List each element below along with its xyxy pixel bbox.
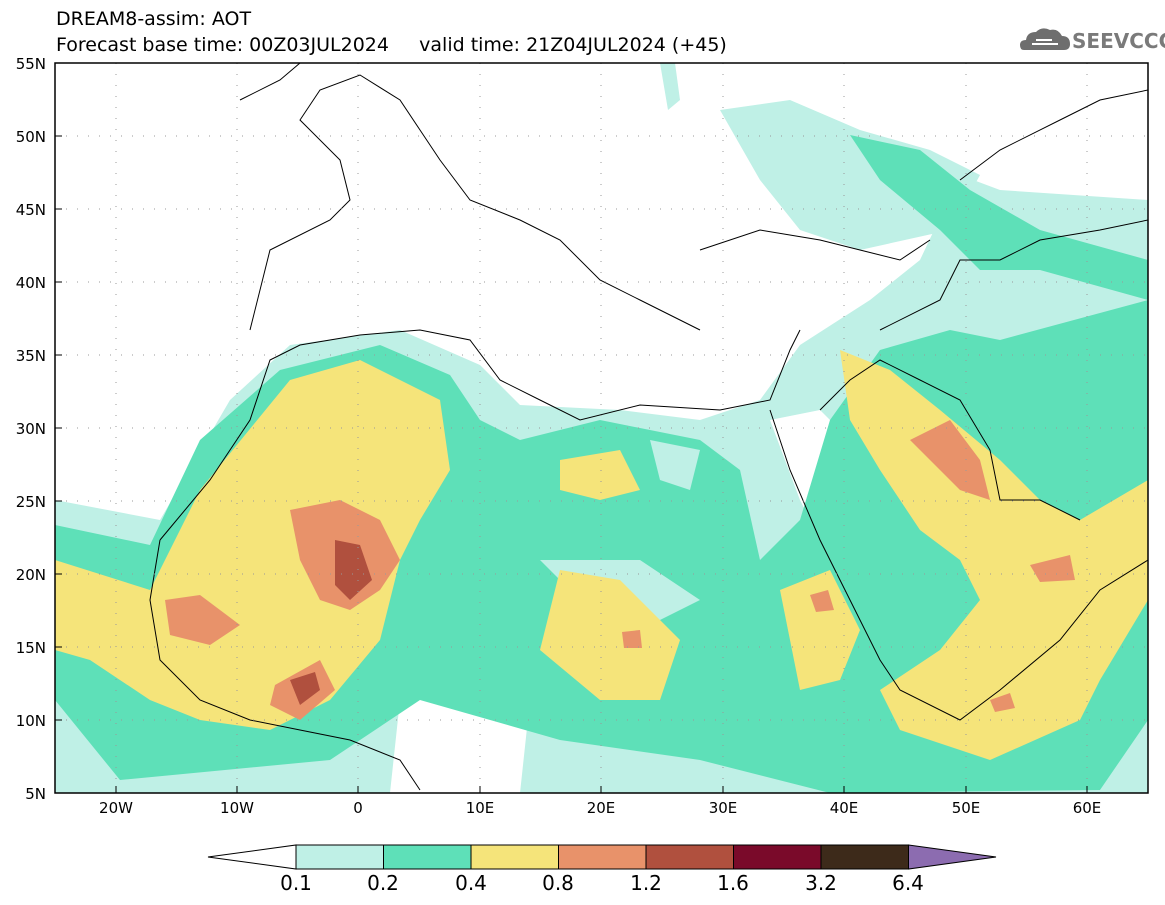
colorbar-label: 3.2 (805, 871, 837, 895)
lon-tick-label: 60E (1072, 799, 1102, 817)
lat-tick-label: 30N (15, 420, 46, 438)
aot-band-1-2-mali (335, 540, 372, 600)
lat-tick-label: 20N (15, 566, 46, 584)
lat-tick-label: 5N (25, 785, 46, 803)
aot-band-0-4-libya (560, 450, 640, 500)
colorbar-cell (558, 844, 647, 870)
aot-band-1-2-burkina (290, 672, 320, 705)
aot-band-0-8-chad (622, 630, 642, 648)
colorbar-label: 0.1 (280, 871, 312, 895)
lat-tick-label: 35N (15, 347, 46, 365)
aot-band-0-1-caucasus (660, 63, 680, 110)
lon-tick-label: 40E (829, 799, 859, 817)
aot-field (55, 63, 1148, 793)
lat-tick-label: 10N (15, 712, 46, 730)
lat-tick-label: 25N (15, 493, 46, 511)
colorbar-cell (295, 844, 384, 870)
coastlines (149, 63, 1148, 791)
lon-tick-label: 0 (353, 799, 363, 817)
aot-band-0-8-sudan (810, 590, 834, 612)
lon-tick-label: 20W (99, 799, 133, 817)
map-title: DREAM8-assim: AOT (56, 8, 252, 30)
lon-tick-label: 10E (465, 799, 495, 817)
colorbar-label: 1.2 (630, 871, 662, 895)
lon-tick-label: 10W (220, 799, 254, 817)
aot-band-0-8-oman (1030, 555, 1075, 582)
logo-text: SEEVCCC (1072, 29, 1165, 53)
lon-tick-label: 30E (708, 799, 738, 817)
colorbar-label: 0.2 (367, 871, 399, 895)
tick-marks (55, 62, 1088, 793)
aot-band-0-4-arabia (840, 350, 1148, 760)
colorbar-low-arrow (207, 844, 297, 870)
aot-band-0-4-sahel (540, 570, 680, 700)
lon-tick-label: 20E (586, 799, 616, 817)
colorbar-cell (383, 844, 472, 870)
aot-band-0-8-mauritania (165, 595, 240, 645)
colorbar-cell (820, 844, 909, 870)
lat-tick-label: 50N (15, 128, 46, 146)
colorbar-cell (470, 844, 559, 870)
forecast-times: Forecast base time: 00Z03JUL2024 valid t… (56, 34, 727, 56)
cloud-logo-icon (1020, 28, 1070, 50)
graticule (55, 63, 1148, 793)
colorbar-label: 0.8 (542, 871, 574, 895)
lat-tick-label: 15N (15, 639, 46, 657)
colorbar-label: 0.4 (455, 871, 487, 895)
colorbar-cell (733, 844, 822, 870)
lon-tick-label: 50E (951, 799, 981, 817)
aot-hole-2 (650, 440, 700, 490)
colorbar-label: 1.6 (717, 871, 749, 895)
colorbar (207, 844, 997, 870)
colorbar-label: 6.4 (892, 871, 924, 895)
aot-band-0-4 (55, 360, 450, 730)
aot-band-0-8-iraq (910, 420, 990, 500)
aot-band-0-8-yemen (990, 693, 1015, 712)
colorbar-cell (645, 844, 734, 870)
lat-tick-label: 40N (15, 274, 46, 292)
colorbar-high-arrow (908, 844, 997, 870)
aot-band-0-2-north (850, 135, 1148, 300)
aot-band-0-1-north (720, 100, 980, 250)
lat-tick-label: 45N (15, 201, 46, 219)
aot-band-0-4-eritrea (780, 570, 860, 690)
lat-tick-label: 55N (15, 55, 46, 73)
